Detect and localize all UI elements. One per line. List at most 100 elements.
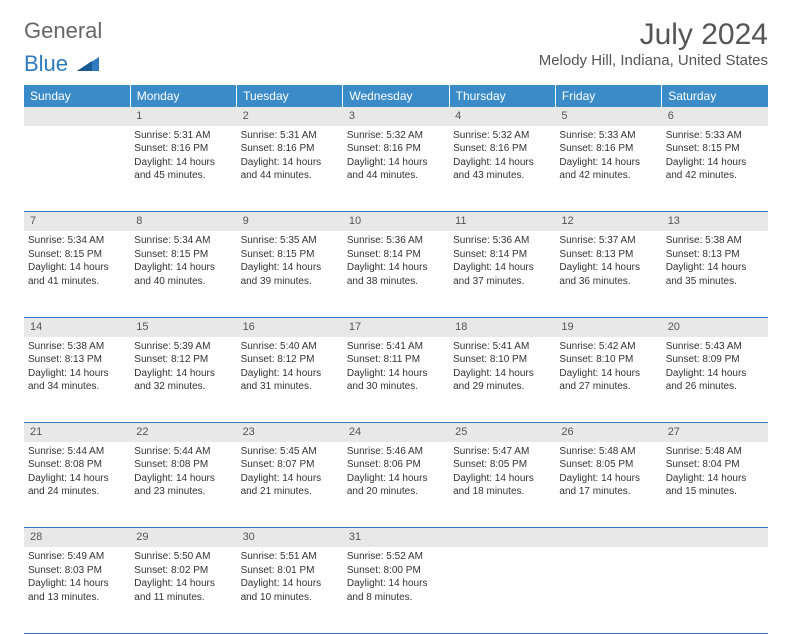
daylight-text: Daylight: 14 hours and 35 minutes. [666, 261, 764, 288]
sunrise-text: Sunrise: 5:32 AM [347, 129, 445, 143]
calendar-cell: Sunrise: 5:31 AMSunset: 8:16 PMDaylight:… [130, 126, 236, 212]
calendar-cell: Sunrise: 5:33 AMSunset: 8:15 PMDaylight:… [662, 126, 768, 212]
calendar-cell: Sunrise: 5:42 AMSunset: 8:10 PMDaylight:… [555, 337, 661, 423]
sunset-text: Sunset: 8:11 PM [347, 353, 445, 367]
day-number: 23 [237, 423, 343, 442]
sunset-text: Sunset: 8:10 PM [559, 353, 657, 367]
day-number: 26 [555, 423, 661, 442]
day-number: 30 [237, 528, 343, 547]
page-title: July 2024 [539, 18, 768, 51]
sunset-text: Sunset: 8:16 PM [559, 142, 657, 156]
weekday-header: Wednesday [343, 85, 449, 107]
day-number: 6 [662, 107, 768, 126]
calendar-cell [24, 126, 130, 212]
daylight-text: Daylight: 14 hours and 36 minutes. [559, 261, 657, 288]
calendar-cell: Sunrise: 5:51 AMSunset: 8:01 PMDaylight:… [237, 547, 343, 633]
day-number: 31 [343, 528, 449, 547]
daylight-text: Daylight: 14 hours and 10 minutes. [241, 577, 339, 604]
sunset-text: Sunset: 8:14 PM [347, 248, 445, 262]
daylight-text: Daylight: 14 hours and 21 minutes. [241, 472, 339, 499]
daylight-text: Daylight: 14 hours and 24 minutes. [28, 472, 126, 499]
calendar-week-row: Sunrise: 5:31 AMSunset: 8:16 PMDaylight:… [24, 126, 768, 212]
day-number: 25 [449, 423, 555, 442]
sunset-text: Sunset: 8:16 PM [241, 142, 339, 156]
daylight-text: Daylight: 14 hours and 38 minutes. [347, 261, 445, 288]
day-number: 24 [343, 423, 449, 442]
weekday-header: Monday [130, 85, 236, 107]
sunrise-text: Sunrise: 5:41 AM [453, 340, 551, 354]
day-number-row: 78910111213 [24, 212, 768, 231]
day-number-row: 123456 [24, 107, 768, 126]
daylight-text: Daylight: 14 hours and 17 minutes. [559, 472, 657, 499]
sunrise-text: Sunrise: 5:34 AM [28, 234, 126, 248]
day-number: 29 [130, 528, 236, 547]
sunset-text: Sunset: 8:13 PM [559, 248, 657, 262]
day-number [449, 528, 555, 547]
calendar-cell: Sunrise: 5:45 AMSunset: 8:07 PMDaylight:… [237, 442, 343, 528]
calendar-cell: Sunrise: 5:48 AMSunset: 8:05 PMDaylight:… [555, 442, 661, 528]
sunset-text: Sunset: 8:08 PM [134, 458, 232, 472]
brand-word-1: General [24, 18, 102, 44]
sunrise-text: Sunrise: 5:38 AM [666, 234, 764, 248]
sunset-text: Sunset: 8:13 PM [666, 248, 764, 262]
day-number: 28 [24, 528, 130, 547]
calendar-cell: Sunrise: 5:49 AMSunset: 8:03 PMDaylight:… [24, 547, 130, 633]
calendar-cell: Sunrise: 5:50 AMSunset: 8:02 PMDaylight:… [130, 547, 236, 633]
sunset-text: Sunset: 8:15 PM [666, 142, 764, 156]
sunset-text: Sunset: 8:04 PM [666, 458, 764, 472]
calendar-week-row: Sunrise: 5:38 AMSunset: 8:13 PMDaylight:… [24, 337, 768, 423]
day-number: 15 [130, 317, 236, 336]
sunrise-text: Sunrise: 5:48 AM [666, 445, 764, 459]
calendar-cell: Sunrise: 5:36 AMSunset: 8:14 PMDaylight:… [343, 231, 449, 317]
day-number: 22 [130, 423, 236, 442]
sunrise-text: Sunrise: 5:36 AM [347, 234, 445, 248]
sunset-text: Sunset: 8:06 PM [347, 458, 445, 472]
daylight-text: Daylight: 14 hours and 40 minutes. [134, 261, 232, 288]
calendar-cell: Sunrise: 5:36 AMSunset: 8:14 PMDaylight:… [449, 231, 555, 317]
daylight-text: Daylight: 14 hours and 26 minutes. [666, 367, 764, 394]
sunset-text: Sunset: 8:16 PM [453, 142, 551, 156]
day-number: 14 [24, 317, 130, 336]
sunrise-text: Sunrise: 5:47 AM [453, 445, 551, 459]
day-number-row: 28293031 [24, 528, 768, 547]
sunset-text: Sunset: 8:15 PM [134, 248, 232, 262]
daylight-text: Daylight: 14 hours and 37 minutes. [453, 261, 551, 288]
day-number: 1 [130, 107, 236, 126]
day-number [24, 107, 130, 126]
calendar-cell: Sunrise: 5:41 AMSunset: 8:10 PMDaylight:… [449, 337, 555, 423]
sunrise-text: Sunrise: 5:44 AM [28, 445, 126, 459]
daylight-text: Daylight: 14 hours and 11 minutes. [134, 577, 232, 604]
day-number: 17 [343, 317, 449, 336]
day-number [555, 528, 661, 547]
daylight-text: Daylight: 14 hours and 42 minutes. [666, 156, 764, 183]
calendar-cell [662, 547, 768, 633]
daylight-text: Daylight: 14 hours and 42 minutes. [559, 156, 657, 183]
sunrise-text: Sunrise: 5:52 AM [347, 550, 445, 564]
sunset-text: Sunset: 8:01 PM [241, 564, 339, 578]
day-number: 2 [237, 107, 343, 126]
sunset-text: Sunset: 8:10 PM [453, 353, 551, 367]
sunrise-text: Sunrise: 5:33 AM [666, 129, 764, 143]
day-number: 21 [24, 423, 130, 442]
calendar-cell: Sunrise: 5:52 AMSunset: 8:00 PMDaylight:… [343, 547, 449, 633]
daylight-text: Daylight: 14 hours and 44 minutes. [241, 156, 339, 183]
calendar-cell: Sunrise: 5:41 AMSunset: 8:11 PMDaylight:… [343, 337, 449, 423]
weekday-header: Thursday [449, 85, 555, 107]
sunrise-text: Sunrise: 5:31 AM [241, 129, 339, 143]
weekday-header: Saturday [662, 85, 768, 107]
sunrise-text: Sunrise: 5:40 AM [241, 340, 339, 354]
calendar-cell: Sunrise: 5:47 AMSunset: 8:05 PMDaylight:… [449, 442, 555, 528]
day-number: 12 [555, 212, 661, 231]
sunrise-text: Sunrise: 5:36 AM [453, 234, 551, 248]
daylight-text: Daylight: 14 hours and 18 minutes. [453, 472, 551, 499]
calendar-cell: Sunrise: 5:37 AMSunset: 8:13 PMDaylight:… [555, 231, 661, 317]
sunrise-text: Sunrise: 5:45 AM [241, 445, 339, 459]
weekday-header-row: Sunday Monday Tuesday Wednesday Thursday… [24, 85, 768, 107]
day-number-row: 14151617181920 [24, 317, 768, 336]
sunset-text: Sunset: 8:16 PM [347, 142, 445, 156]
daylight-text: Daylight: 14 hours and 29 minutes. [453, 367, 551, 394]
sunrise-text: Sunrise: 5:31 AM [134, 129, 232, 143]
sunset-text: Sunset: 8:12 PM [134, 353, 232, 367]
weekday-header: Friday [555, 85, 661, 107]
sunset-text: Sunset: 8:02 PM [134, 564, 232, 578]
